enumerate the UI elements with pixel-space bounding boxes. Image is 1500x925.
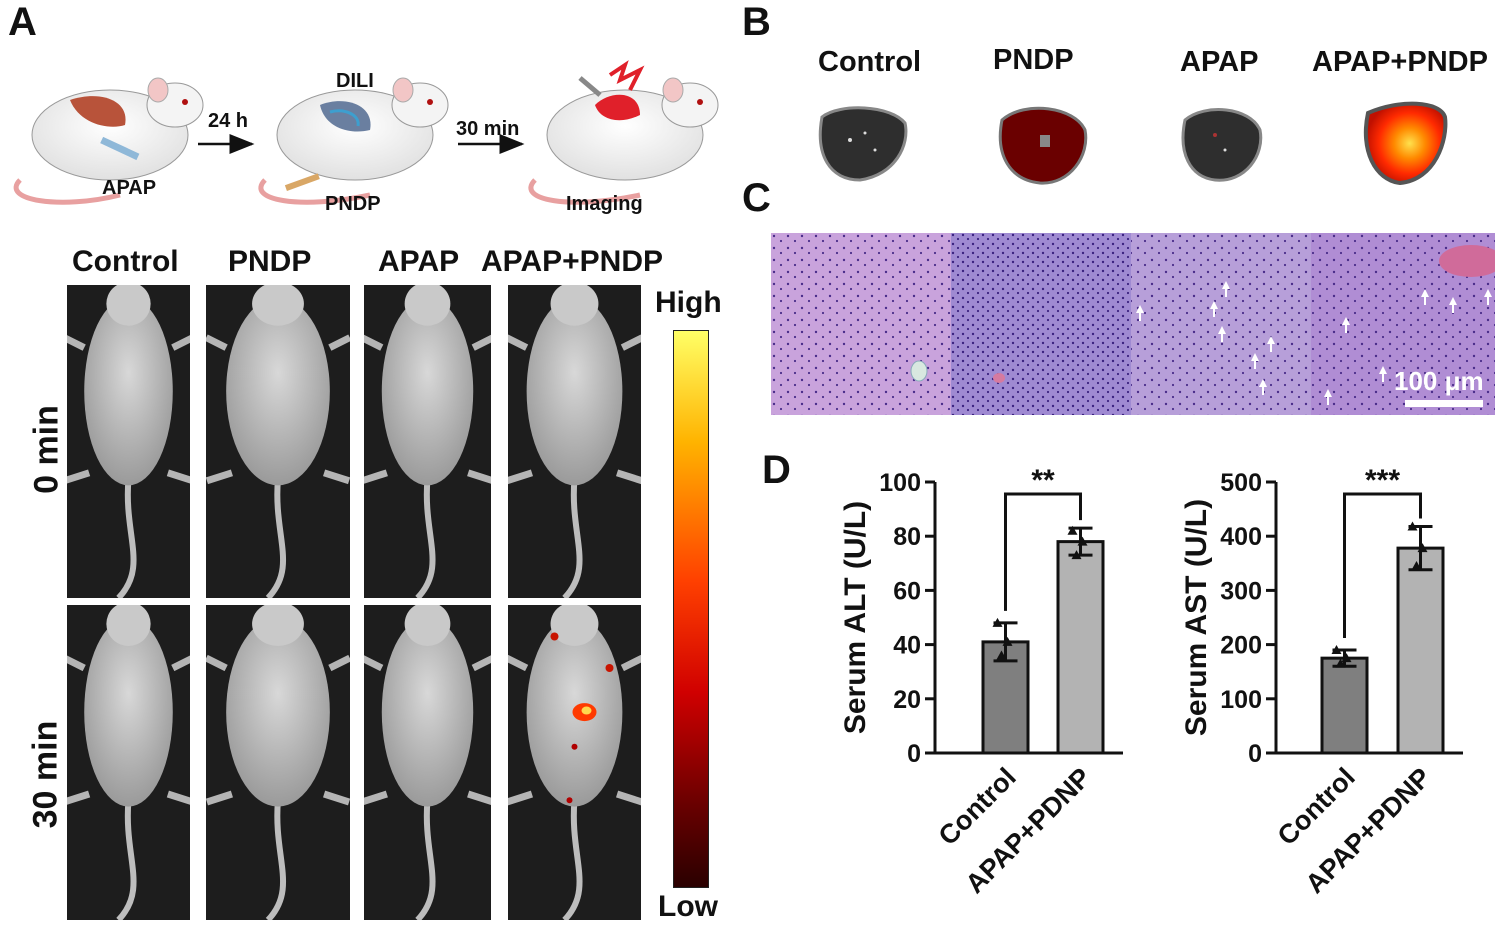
liver-apap-pndp: [1363, 101, 1448, 186]
mouse-1-illustration: [13, 77, 204, 205]
exvivo-header-apap: APAP: [1180, 46, 1259, 78]
alt-data-point: [992, 617, 1003, 627]
ast-data-point: [1331, 645, 1342, 655]
colorbar: [673, 330, 709, 888]
ast-ytick-label: 0: [1248, 740, 1262, 768]
mouse-image-apap-0-min: [364, 285, 491, 598]
ast-data-point: [1411, 561, 1422, 571]
ast-data-point: [1417, 543, 1428, 553]
exvivo-header-apap-pndp: APAP+PNDP: [1312, 46, 1488, 78]
exvivo-header-control: Control: [818, 46, 922, 78]
exvivo-header-pndp: PNDP: [993, 44, 1074, 76]
ast-ytick-label: 300: [1220, 577, 1262, 605]
scale-bar: [1405, 400, 1483, 407]
liver-pndp: [998, 106, 1088, 185]
mouse-3-illustration: [528, 60, 719, 205]
alt-ytick-label: 100: [879, 469, 921, 497]
mouse-2-illustration: [258, 77, 449, 205]
alt-ytick-label: 80: [893, 523, 921, 551]
histology-strip: [771, 233, 1500, 415]
ast-ytick-label: 100: [1220, 686, 1262, 714]
ast-y-axis-label: Serum AST (U/L): [1180, 499, 1213, 736]
alt-significance-label: **: [1031, 464, 1055, 497]
scheme-arrow-1-label: 24 h: [208, 110, 249, 132]
imaging-header-apap: APAP: [378, 245, 460, 278]
ast-bar-1: [1396, 546, 1445, 755]
mouse-image-apap-30-min: [364, 605, 491, 920]
alt-data-point: [1002, 636, 1013, 646]
panel-label-d: D: [762, 448, 791, 492]
ast-ytick-label: 200: [1220, 632, 1262, 660]
lesion-arrows: [1136, 281, 1492, 405]
alt-ytick-label: 40: [893, 632, 921, 660]
ast-significance-bracket: [1343, 492, 1422, 639]
imaging-header-pndp: PNDP: [228, 245, 312, 278]
scheme-imaging-label: Imaging: [566, 193, 643, 215]
mouse-image-pndp-30-min: [206, 605, 350, 920]
alt-bar-1: [1056, 540, 1105, 755]
alt-data-point: [1071, 550, 1082, 560]
mouse-image-apap-pndp-0-min: [508, 285, 641, 598]
scheme-pndp-label: PNDP: [325, 193, 381, 215]
ast-significance-label: ***: [1365, 464, 1400, 497]
alt-y-axis-label: Serum ALT (U/L): [839, 501, 872, 734]
ast-data-point: [1407, 521, 1418, 531]
alt-data-point: [996, 650, 1007, 660]
alt-data-point: [1067, 525, 1078, 535]
mouse-image-control-0-min: [67, 285, 190, 598]
mouse-image-pndp-0-min: [206, 285, 350, 598]
colorbar-high-label: High: [655, 286, 722, 319]
mouse-image-control-30-min: [67, 605, 190, 920]
ast-data-point: [1341, 653, 1352, 663]
histology-images: [771, 233, 1500, 415]
ast-data-point: [1335, 658, 1346, 668]
liver-apap: [1181, 108, 1263, 182]
imaging-header-apap-pndp: APAP+PNDP: [481, 245, 663, 278]
scheme-apap-label: APAP: [102, 177, 157, 199]
ast-ytick-label: 400: [1220, 523, 1262, 551]
alt-ytick-label: 20: [893, 686, 921, 714]
exvivo-livers: [818, 101, 1448, 186]
alt-data-point: [1077, 536, 1088, 546]
scale-bar-label: 100 μm: [1394, 366, 1484, 396]
ast-bar-0: [1320, 656, 1369, 755]
alt-significance-bracket: [1004, 492, 1082, 611]
alt-ytick-label: 60: [893, 577, 921, 605]
colorbar-low-label: Low: [658, 890, 718, 923]
panel-label-a: A: [8, 0, 37, 44]
imaging-header-control: Control: [72, 245, 179, 278]
scheme-arrow-2-label: 30 min: [456, 118, 520, 140]
liver-control: [818, 106, 908, 182]
panel-label-b: B: [742, 0, 771, 44]
mouse-image-apap-pndp-30-min: [508, 605, 641, 920]
experiment-scheme: [13, 60, 719, 205]
panel-label-c: C: [742, 176, 771, 220]
scheme-dili-label: DILI: [336, 70, 374, 92]
ast-ytick-label: 500: [1220, 469, 1262, 497]
alt-ytick-label: 0: [907, 740, 921, 768]
